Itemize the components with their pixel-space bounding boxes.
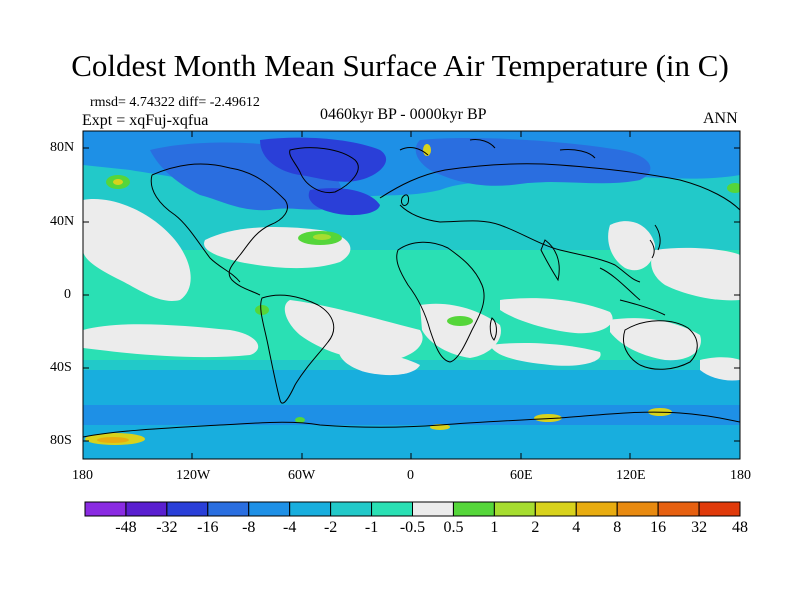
coast-north-america <box>150 163 288 296</box>
south-pacific-neutral <box>83 324 259 358</box>
lon-tick-label: 60W <box>288 468 316 483</box>
colorbar-swatch <box>452 501 495 517</box>
colorbar-swatch <box>248 501 291 517</box>
south-atlantic-neutral <box>338 345 420 376</box>
colorbar-swatch <box>289 501 332 517</box>
colorbar-swatch <box>698 501 741 517</box>
siberia-cold <box>415 138 651 186</box>
season-label: ANN <box>703 110 738 127</box>
north-pacific-neutral <box>83 199 191 301</box>
experiment-label: Expt = xqFuj-xqfua <box>82 112 209 129</box>
colorbar-swatch <box>84 501 127 517</box>
lon-tick-label: 180 <box>730 468 751 483</box>
period-label: 0460kyr BP - 0000kyr BP <box>320 106 487 123</box>
coastlines <box>83 139 740 438</box>
colorbar-label: 48 <box>732 519 748 536</box>
colorbar-label: -32 <box>156 519 178 536</box>
colorbar-swatch <box>166 501 209 517</box>
africa-south-warm <box>447 316 473 326</box>
coast-africa <box>396 241 485 363</box>
coast-india <box>540 239 560 282</box>
colorbar-label: -4 <box>283 519 297 536</box>
north-atlantic-cold <box>308 188 380 216</box>
southern-ocean-band-2 <box>83 405 740 425</box>
lat-tick-label: 80S <box>50 433 72 448</box>
lon-tick-label: 0 <box>407 468 414 483</box>
lon-tick-label: 180 <box>72 468 93 483</box>
coast-greenland <box>289 147 359 194</box>
colorbar-label: -48 <box>115 519 137 536</box>
colorbar-swatch <box>493 501 536 517</box>
coast-europe-asia <box>379 163 740 283</box>
southern-ocean-band <box>83 370 740 405</box>
colorbar-label: 32 <box>691 519 708 536</box>
colorbar-label: -16 <box>197 519 219 536</box>
greenland-coldest <box>260 137 387 182</box>
colorbar-swatch <box>616 501 659 517</box>
colorbar-swatch <box>330 501 373 517</box>
colorbar-swatch <box>657 501 700 517</box>
colorbar-swatch <box>207 501 250 517</box>
colorbar-label: 16 <box>650 519 667 536</box>
colorbar-label: 4 <box>572 519 581 536</box>
north-atlantic-warm-core <box>313 234 331 240</box>
colorbar-swatch <box>534 501 577 517</box>
southeast-pacific-neutral <box>700 357 740 381</box>
africa-neutral <box>420 303 501 358</box>
coast-antarctica <box>83 411 740 438</box>
coast-australia <box>623 320 698 370</box>
colorbar-swatch <box>125 501 168 517</box>
coast-arctic-islands <box>399 139 596 159</box>
lon-tick-label: 120W <box>176 468 211 483</box>
colorbar-label: 2 <box>531 519 540 536</box>
east-asia-neutral <box>608 221 655 271</box>
colorbar-swatch <box>371 501 413 517</box>
west-pacific-neutral <box>651 247 740 301</box>
coast-south-america <box>260 294 335 404</box>
colorbar-swatch <box>575 501 618 517</box>
australia-neutral <box>610 318 701 361</box>
coast-japan <box>649 224 661 259</box>
colorbar-label: -8 <box>242 519 256 536</box>
lat-tick-label: 0 <box>64 287 71 302</box>
lat-tick-label: 80N <box>50 140 75 155</box>
rmsd-diff-stats: rmsd= 4.74322 diff= -2.49612 <box>90 95 260 110</box>
pacific-west-warm-core <box>113 179 123 185</box>
colorbar-label: 1 <box>490 519 499 536</box>
east-pacific-warm <box>255 305 269 315</box>
lat-tick-label: 40S <box>50 360 72 375</box>
colorbar-label: -0.5 <box>399 519 426 536</box>
colorbar-swatch <box>412 501 454 517</box>
lon-tick-label: 60E <box>510 468 533 483</box>
colorbar-label: 0.5 <box>443 519 464 536</box>
coast-uk <box>401 194 409 206</box>
east-asia-warm <box>727 183 740 193</box>
axis-ticks <box>83 131 740 459</box>
coast-southeast-asia <box>599 267 666 316</box>
coast-madagascar <box>489 317 497 341</box>
colorbar-label: -1 <box>364 519 379 536</box>
chart-title: Coldest Month Mean Surface Air Temperatu… <box>71 48 729 83</box>
antarctic-warm-1 <box>534 414 562 422</box>
south-america-neutral <box>284 300 423 362</box>
ross-sea-warm-core <box>97 437 129 443</box>
colorbar-label: 8 <box>613 519 622 536</box>
antarctic-warm-4 <box>295 417 305 423</box>
lon-tick-label: 120E <box>616 468 646 483</box>
colorbar-label: -2 <box>323 519 338 536</box>
colorbar <box>84 501 741 517</box>
lat-tick-label: 40N <box>50 214 75 229</box>
south-indian-neutral <box>490 342 601 366</box>
indian-ocean-neutral <box>500 298 613 334</box>
